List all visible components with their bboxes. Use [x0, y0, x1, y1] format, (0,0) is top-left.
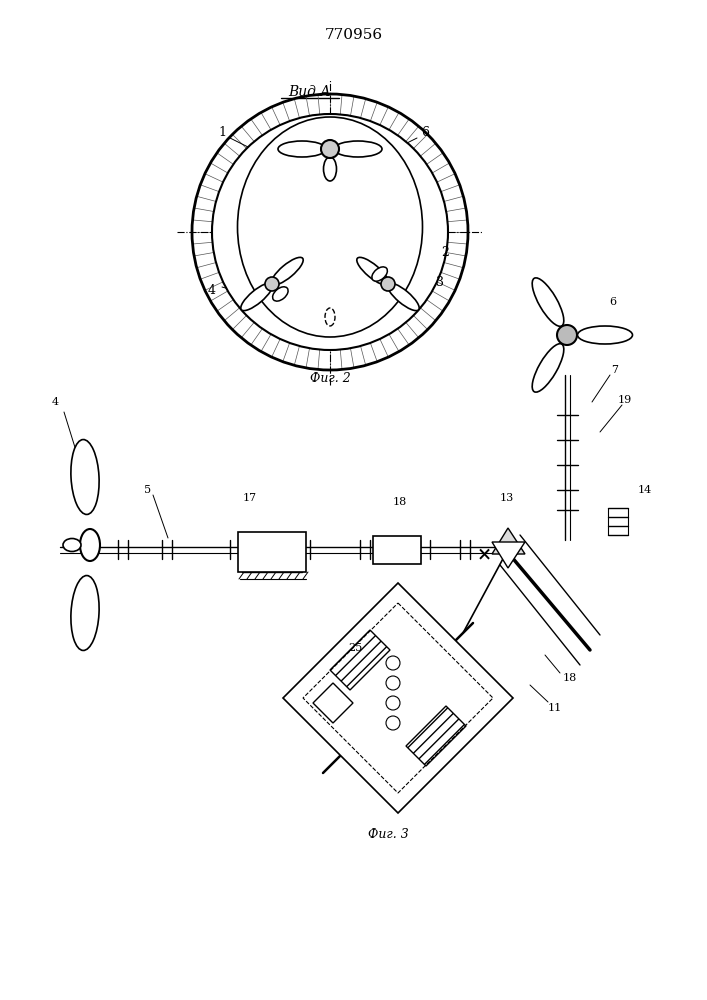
- Polygon shape: [492, 542, 525, 568]
- Text: 1: 1: [218, 125, 226, 138]
- Text: Фиг. 2: Фиг. 2: [310, 371, 351, 384]
- Circle shape: [386, 716, 400, 730]
- Bar: [238, 532, 306, 572]
- Text: 25: 25: [348, 643, 362, 653]
- Text: 13: 13: [500, 493, 514, 503]
- Circle shape: [212, 114, 448, 350]
- Circle shape: [265, 277, 279, 291]
- Ellipse shape: [238, 117, 423, 337]
- Polygon shape: [492, 528, 525, 554]
- Text: Вид А: Вид А: [288, 85, 332, 99]
- Ellipse shape: [80, 529, 100, 561]
- Circle shape: [386, 696, 400, 710]
- Circle shape: [321, 140, 339, 158]
- Circle shape: [386, 656, 400, 670]
- Text: 18: 18: [393, 497, 407, 507]
- Text: 19: 19: [618, 395, 632, 405]
- Polygon shape: [283, 583, 513, 813]
- Text: 6: 6: [609, 297, 617, 307]
- Ellipse shape: [273, 287, 288, 301]
- Text: Фиг. 3: Фиг. 3: [368, 828, 409, 842]
- Ellipse shape: [71, 440, 99, 514]
- Text: 4: 4: [208, 284, 216, 296]
- Text: 5: 5: [144, 485, 151, 495]
- Ellipse shape: [63, 538, 81, 552]
- Ellipse shape: [71, 576, 99, 650]
- Circle shape: [557, 325, 577, 345]
- Circle shape: [386, 676, 400, 690]
- Text: +: +: [327, 696, 339, 710]
- Bar: [373, 536, 421, 564]
- Ellipse shape: [532, 344, 563, 392]
- Text: 770956: 770956: [325, 28, 383, 42]
- Circle shape: [381, 277, 395, 291]
- Ellipse shape: [325, 308, 335, 326]
- Text: 11: 11: [548, 703, 562, 713]
- Ellipse shape: [324, 157, 337, 181]
- Ellipse shape: [271, 257, 303, 285]
- Ellipse shape: [578, 326, 633, 344]
- Text: 2: 2: [441, 245, 449, 258]
- Text: 7: 7: [612, 365, 619, 375]
- Text: 3: 3: [436, 275, 444, 288]
- Polygon shape: [313, 683, 353, 723]
- Ellipse shape: [241, 283, 273, 311]
- Ellipse shape: [334, 141, 382, 157]
- Text: 17: 17: [243, 493, 257, 503]
- Ellipse shape: [372, 267, 387, 281]
- Ellipse shape: [387, 283, 419, 311]
- Text: 4: 4: [52, 397, 59, 407]
- Text: ×: ×: [477, 545, 491, 563]
- Ellipse shape: [278, 141, 326, 157]
- Text: 6: 6: [421, 125, 429, 138]
- Text: 14: 14: [638, 485, 652, 495]
- Ellipse shape: [532, 278, 563, 326]
- Ellipse shape: [357, 257, 389, 285]
- Text: 18: 18: [563, 673, 577, 683]
